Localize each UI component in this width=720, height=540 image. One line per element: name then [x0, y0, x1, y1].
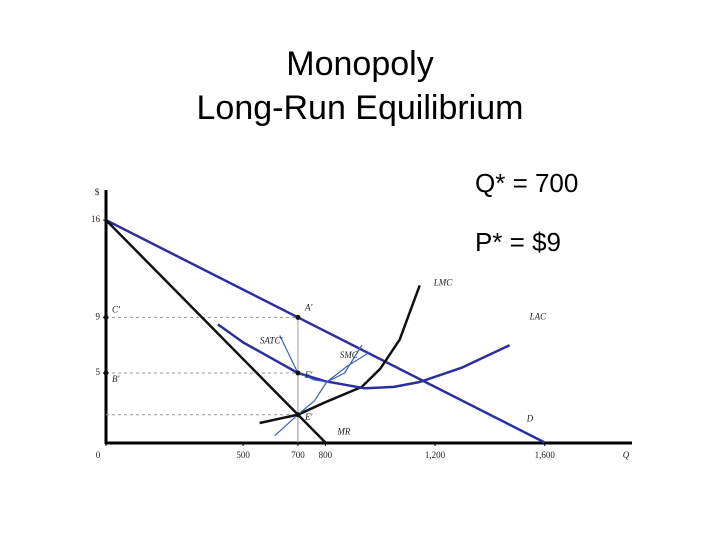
title-line: Long-Run Equilibrium: [197, 89, 524, 127]
point-label: C': [112, 304, 121, 314]
point-label: A': [304, 302, 313, 312]
point-label: E': [304, 412, 313, 422]
title-line: Monopoly: [286, 45, 433, 83]
curve-label: MR: [336, 427, 350, 437]
point: [295, 412, 301, 418]
x-tick-label: 0: [96, 450, 101, 460]
curve-label: D: [526, 414, 534, 424]
y-axis-label: $: [95, 187, 100, 197]
point: [295, 370, 301, 376]
point: [103, 314, 109, 320]
point-label: B': [112, 374, 120, 384]
curve-label: SMC: [340, 350, 359, 360]
y-tick-label: 5: [96, 367, 101, 377]
curve: [105, 218, 546, 444]
y-tick-label: 16: [91, 214, 101, 224]
point: [295, 314, 301, 320]
x-axis-label: Q: [623, 450, 630, 460]
curve: [274, 351, 371, 437]
x-tick-label: 500: [236, 450, 250, 460]
x-tick-label: 1,200: [425, 450, 446, 460]
point: [103, 370, 109, 376]
curve-label: LAC: [529, 311, 548, 321]
annotation: Q* = 700: [475, 168, 578, 198]
x-tick-label: 700: [291, 450, 305, 460]
curve-label: SATC': [260, 336, 284, 346]
y-tick-label: 9: [96, 311, 101, 321]
curve: [217, 323, 511, 390]
x-tick-label: 800: [319, 450, 333, 460]
curve: [105, 219, 327, 444]
annotation: P* = $9: [475, 227, 561, 257]
curve: [279, 335, 363, 383]
curve-label: LMC: [433, 277, 454, 287]
point-label: F': [304, 370, 313, 380]
x-tick-label: 1,600: [535, 450, 556, 460]
